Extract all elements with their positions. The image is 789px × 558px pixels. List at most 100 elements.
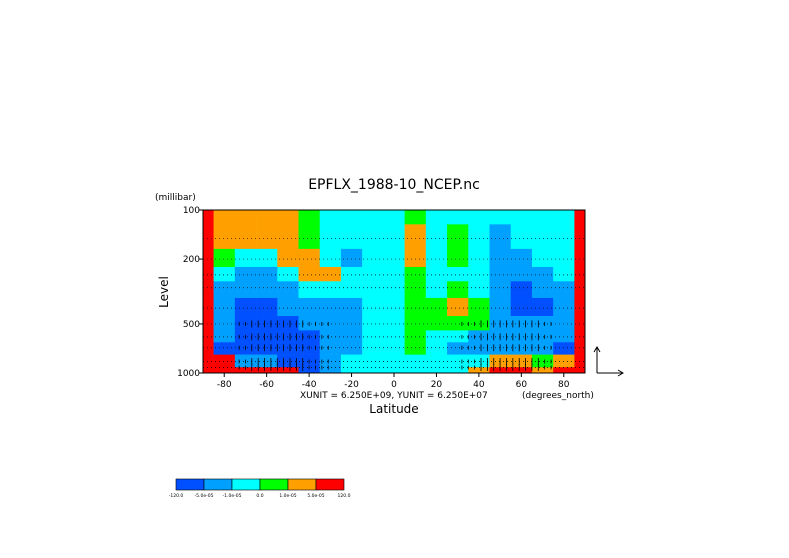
field-cell	[256, 316, 278, 331]
y-tick-label: 500	[183, 320, 200, 330]
x-tick-label: -80	[217, 380, 232, 390]
x-tick-label: -60	[259, 380, 274, 390]
field-cell	[489, 210, 512, 225]
field-cell	[447, 330, 469, 343]
field-cell	[447, 342, 469, 355]
field-cell	[203, 224, 214, 250]
field-cell	[213, 210, 236, 225]
field-cell	[277, 297, 299, 317]
field-cell	[447, 266, 469, 282]
field-cell	[425, 330, 448, 343]
field-cell	[489, 248, 512, 268]
field-cell	[425, 367, 448, 374]
colorbar-swatch	[203, 478, 233, 491]
x-tick-label: 60	[516, 380, 528, 390]
field-cell	[319, 354, 342, 368]
field-cell	[553, 297, 575, 317]
field-cell	[277, 224, 299, 250]
field-cell	[203, 342, 214, 355]
field-cell	[234, 248, 257, 268]
field-cell	[383, 342, 405, 355]
field-cell	[489, 281, 512, 299]
field-cell	[319, 297, 342, 317]
field-cell	[404, 342, 427, 355]
field-cell	[531, 316, 554, 331]
field-cell	[340, 297, 363, 317]
field-cell	[447, 248, 469, 268]
field-cell	[447, 316, 469, 331]
field-cell	[425, 316, 448, 331]
field-cell	[425, 297, 448, 317]
field-cell	[383, 367, 405, 374]
field-cell	[468, 281, 490, 299]
field-cell	[553, 354, 575, 368]
field-cell	[404, 367, 427, 374]
field-cell	[489, 297, 512, 317]
colorbar-swatch	[259, 478, 289, 491]
field-cell	[213, 248, 236, 268]
x-tick-label: -40	[302, 380, 317, 390]
field-cell	[468, 210, 490, 225]
field-cell	[234, 224, 257, 250]
field-cell	[531, 297, 554, 317]
field-cell	[404, 297, 427, 317]
field-cell	[510, 224, 533, 250]
field-cell	[362, 316, 384, 331]
field-cell	[425, 248, 448, 268]
field-cell	[213, 342, 236, 355]
field-cell	[489, 224, 512, 250]
field-cell	[213, 330, 236, 343]
field-cell	[574, 367, 586, 374]
field-cell	[256, 367, 278, 374]
field-cell	[510, 316, 533, 331]
colorbar-swatch	[315, 478, 345, 491]
colorbar-label: 0.0	[256, 493, 263, 499]
field-cell	[340, 248, 363, 268]
field-cell	[319, 367, 342, 374]
field-cell	[404, 266, 427, 282]
x-tick-label: 0	[391, 380, 397, 390]
reference-vector-x-head	[617, 369, 624, 377]
field-cell	[447, 354, 469, 368]
colorbar-label: 120.0	[338, 493, 351, 499]
field-cell	[340, 281, 363, 299]
field-cell	[553, 266, 575, 282]
field-cell	[404, 281, 427, 299]
field-cell	[404, 316, 427, 331]
field-cell	[425, 281, 448, 299]
field-cell	[319, 342, 342, 355]
field-cell	[383, 330, 405, 343]
field-cell	[510, 354, 533, 368]
field-cell	[213, 297, 236, 317]
field-cell	[340, 342, 363, 355]
field-cell	[298, 224, 321, 250]
field-cell	[574, 297, 586, 317]
contour-field	[203, 210, 586, 374]
y-unit-label: (millibar)	[155, 193, 196, 203]
field-cell	[298, 210, 321, 225]
field-cell	[362, 367, 384, 374]
field-cell	[531, 266, 554, 282]
x-tick-label: 80	[558, 380, 570, 390]
field-cell	[203, 210, 214, 225]
field-cell	[553, 248, 575, 268]
field-cell	[213, 367, 236, 374]
field-cell	[383, 210, 405, 225]
field-cell	[447, 367, 469, 374]
colorbar-label: -1.0e-05	[223, 493, 242, 499]
field-cell	[574, 281, 586, 299]
field-cell	[468, 316, 490, 331]
field-cell	[277, 354, 299, 368]
field-cell	[256, 266, 278, 282]
field-cell	[574, 224, 586, 250]
field-cell	[319, 281, 342, 299]
field-cell	[234, 266, 257, 282]
field-cell	[362, 354, 384, 368]
field-cell	[213, 266, 236, 282]
field-cell	[234, 281, 257, 299]
field-cell	[531, 248, 554, 268]
field-cell	[319, 316, 342, 331]
field-cell	[277, 367, 299, 374]
field-cell	[531, 342, 554, 355]
field-cell	[203, 248, 214, 268]
